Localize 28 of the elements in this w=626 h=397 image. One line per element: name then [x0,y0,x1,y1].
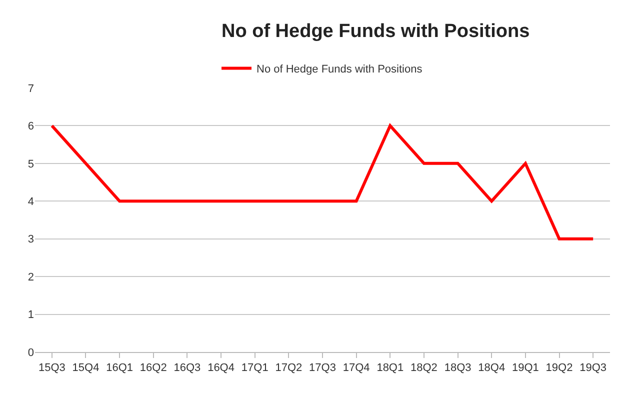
line-series [50,124,595,240]
y-tick-label: 7 [28,82,34,95]
x-tick-label: 19Q1 [512,362,539,374]
x-tick-label: 19Q3 [580,362,607,374]
x-tick-label: 18Q3 [444,362,472,374]
x-tick-label: 19Q2 [546,362,573,374]
x-tick-label: 18Q2 [410,362,438,374]
x-tick-label: 16Q4 [208,362,234,374]
y-tick-label: 0 [28,346,34,359]
x-tick-label: 17Q4 [342,362,370,374]
y-tick-label: 5 [28,158,34,170]
x-tick-label: 17Q2 [275,362,302,374]
chart-title: No of Hedge Funds with Positions [221,21,530,42]
x-tick-label: 17Q3 [309,362,336,374]
y-tick-label: 2 [28,271,34,284]
x-tick-label: 18Q4 [478,362,506,374]
y-tick-label: 6 [28,120,34,133]
x-tick-label: 18Q1 [376,362,404,374]
y-tick-label: 1 [28,309,34,322]
x-tick-label: 16Q3 [174,362,201,374]
y-tick-label: 4 [28,196,34,208]
x-tick-label: 15Q3 [38,362,66,374]
x-tick-label: 15Q4 [72,362,100,374]
x-tick-label: 16Q2 [140,362,167,374]
y-tick-label: 3 [28,234,34,246]
x-tick-label: 16Q1 [106,362,134,374]
legend-label: No of Hedge Funds with Positions [256,64,423,76]
x-tick-label: 17Q1 [241,362,268,374]
